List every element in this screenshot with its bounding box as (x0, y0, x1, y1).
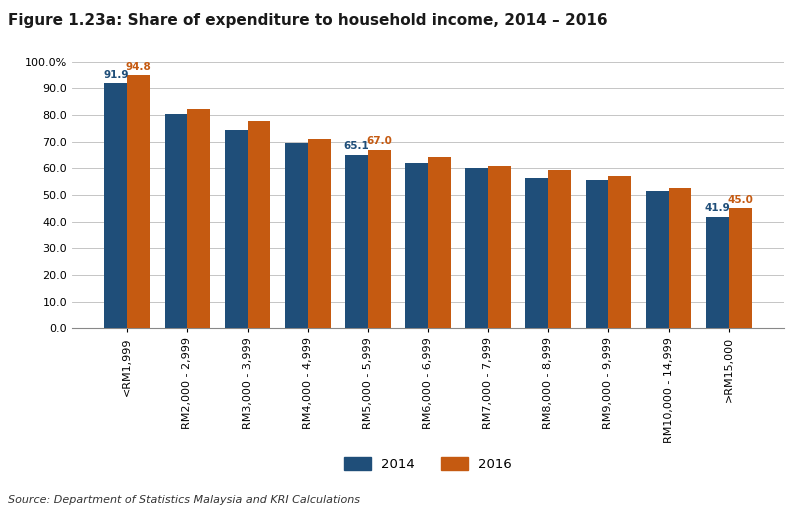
Text: 41.9: 41.9 (705, 203, 730, 213)
Bar (247, 121, 270, 328)
Text: Figure 1.23a: Share of expenditure to household income, 2014 – 2016: Figure 1.23a: Share of expenditure to ho… (8, 13, 608, 28)
Bar (586, 180, 609, 328)
Bar (345, 154, 368, 328)
Bar (165, 114, 187, 328)
Bar (428, 157, 451, 328)
Text: 91.9: 91.9 (103, 70, 129, 80)
Bar (225, 130, 247, 328)
Text: 94.8: 94.8 (126, 62, 151, 72)
Text: Source: Department of Statistics Malaysia and KRI Calculations: Source: Department of Statistics Malaysi… (8, 496, 360, 505)
Bar (187, 109, 210, 328)
Bar (548, 170, 571, 328)
Bar (466, 168, 488, 328)
Bar (706, 216, 729, 328)
Bar (526, 178, 548, 328)
Bar (669, 188, 691, 328)
Bar (285, 143, 308, 328)
Bar (405, 163, 428, 328)
Bar (368, 150, 390, 328)
Text: 65.1: 65.1 (343, 142, 370, 151)
Text: 45.0: 45.0 (727, 195, 753, 205)
Bar (308, 140, 330, 328)
Bar (104, 83, 127, 328)
Legend: 2014, 2016: 2014, 2016 (339, 451, 517, 477)
Bar (127, 75, 150, 328)
Text: 67.0: 67.0 (366, 136, 392, 146)
Bar (646, 191, 669, 328)
Bar (609, 176, 631, 328)
Bar (729, 208, 752, 328)
Bar (488, 166, 511, 328)
